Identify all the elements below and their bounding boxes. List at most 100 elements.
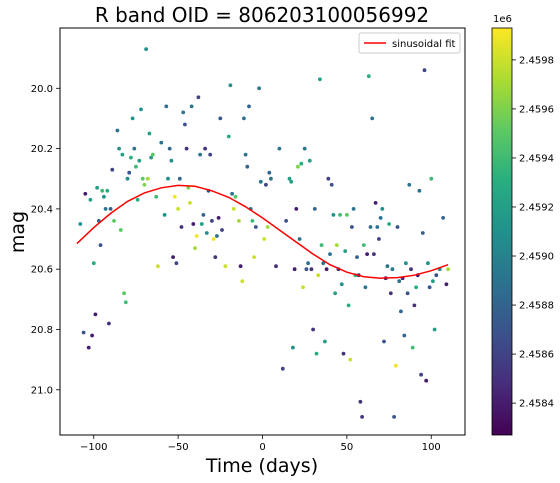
data-point [289,179,294,184]
colorbar-gradient [491,27,513,436]
data-point [370,116,375,121]
data-point [284,219,288,223]
y-tick-label: 20.2 [31,144,53,155]
data-point [164,104,169,109]
data-point [304,267,309,272]
data-point [426,261,430,266]
data-point [83,191,88,196]
data-point [166,176,170,181]
data-point [280,366,285,371]
data-point [350,225,354,229]
x-axis: −100 −50 0 50 100 [80,435,441,453]
data-point [216,216,221,220]
data-point [211,237,216,241]
data-point [237,219,241,223]
data-point [118,228,123,232]
data-point [86,345,91,350]
data-point [196,95,201,100]
data-point [156,264,160,269]
data-point [377,237,381,241]
data-point [351,207,356,211]
data-point [294,207,299,211]
data-point [215,234,219,238]
data-point [321,261,326,266]
data-point [269,176,273,181]
data-point [328,252,332,256]
data-point [120,152,125,157]
data-point [390,267,395,272]
data-point [252,255,256,259]
data-point [181,110,186,115]
data-point [372,252,376,256]
x-tick-label: −50 [168,442,189,453]
data-point [208,152,213,157]
data-point [393,363,398,368]
data-point [343,249,348,254]
data-point [346,303,351,308]
data-point [147,131,152,136]
data-point [103,207,108,211]
data-point [125,176,130,181]
legend-box [358,32,461,54]
data-point [339,282,344,287]
data-point [134,164,138,169]
colorbar-tick-label: 2.4592 [519,202,554,213]
data-point [167,146,172,151]
data-point [366,74,371,79]
data-point [81,330,86,335]
data-point [139,107,143,112]
data-point [409,267,413,272]
data-point [91,261,96,266]
data-point [404,261,408,266]
colorbar-tick-label: 2.4586 [519,350,554,361]
data-point [334,243,339,248]
data-point [301,285,305,290]
data-point [324,267,329,272]
data-point [311,327,315,332]
data-point [194,234,199,238]
data-point [307,158,312,163]
chart-title: R band OID = 806203100056992 [95,3,429,27]
data-point [218,116,223,121]
data-point [348,357,353,362]
data-point [220,228,224,232]
data-point [162,213,167,217]
data-point [154,194,159,199]
data-point [112,219,116,223]
data-point [230,191,235,196]
data-point [174,261,179,266]
data-point [105,188,110,193]
data-point [198,152,203,157]
colorbar-tick-label: 2.4596 [519,104,554,115]
data-point [201,213,206,217]
data-point [373,201,378,205]
data-point [441,216,445,220]
data-point [312,207,317,211]
x-tick-label: 0 [259,442,265,453]
data-point [115,128,120,133]
data-point [291,345,295,350]
data-point [316,273,321,278]
data-point [233,194,238,199]
data-point [385,264,390,269]
data-point [98,243,103,248]
data-point [100,188,105,193]
data-point [203,146,208,151]
data-point [306,261,310,266]
data-point [183,122,187,127]
data-point [388,291,393,296]
data-point [213,255,218,259]
colorbar-offset-label: 1e6 [493,14,512,25]
data-point [193,246,197,251]
data-point [258,179,263,184]
data-point [363,285,368,290]
data-point [341,351,346,356]
data-point [361,243,366,248]
data-point [397,279,402,284]
data-point [380,207,385,211]
colorbar-tick-label: 2.4598 [519,55,554,66]
y-tick-label: 20.0 [31,84,53,95]
data-point [226,134,231,139]
data-point [429,176,434,181]
data-point [129,155,133,160]
